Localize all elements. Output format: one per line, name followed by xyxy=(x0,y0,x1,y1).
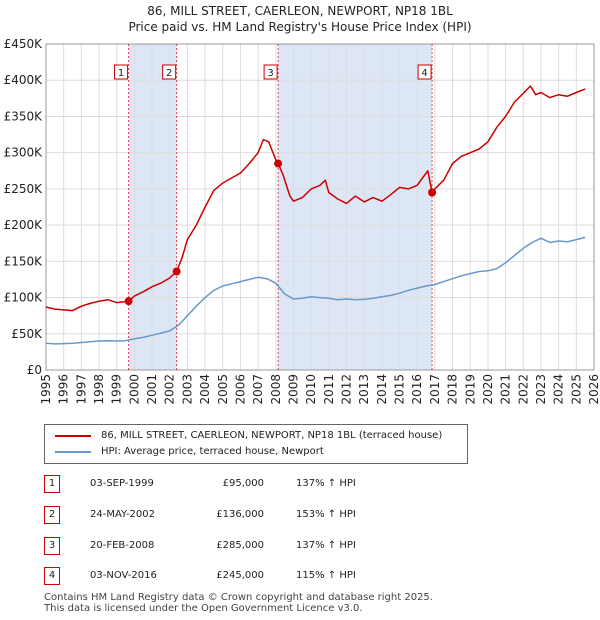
plot-border xyxy=(45,43,595,371)
sale-price: £95,000 xyxy=(222,478,264,489)
sale-date: 20-FEB-2008 xyxy=(90,540,155,551)
x-tick-label: 1995 xyxy=(39,374,53,405)
x-tick-label: 2022 xyxy=(516,374,530,405)
legend-swatch-price xyxy=(55,435,91,437)
sale-label-box xyxy=(114,64,129,80)
x-tick-label: 2023 xyxy=(534,374,548,405)
sale-label-box xyxy=(417,64,432,80)
sale-row: 2 24-MAY-2002 £136,000 153% ↑ HPI xyxy=(44,506,444,524)
x-tick-label: 2020 xyxy=(481,374,495,405)
sale-price: £285,000 xyxy=(216,540,264,551)
sale-number-badge: 3 xyxy=(44,537,60,555)
y-tick-label: £400K xyxy=(4,73,44,87)
sale-point xyxy=(172,267,181,276)
x-tick-label: 2006 xyxy=(233,374,247,405)
y-tick-label: £100K xyxy=(4,291,44,305)
x-tick-label: 2024 xyxy=(552,374,566,405)
sale-label-box xyxy=(162,64,177,80)
sale-number-badge: 1 xyxy=(44,475,60,493)
chart-title-line2: Price paid vs. HM Land Registry's House … xyxy=(128,20,472,34)
x-tick-label: 2012 xyxy=(340,374,354,405)
sale-price: £136,000 xyxy=(216,509,264,520)
sale-point xyxy=(274,159,283,168)
x-tick-label: 2013 xyxy=(357,374,371,405)
x-tick-label: 1999 xyxy=(110,374,124,405)
sale-label-box xyxy=(263,64,278,80)
sale-label-text: 2 xyxy=(166,68,172,79)
x-tick-label: 2001 xyxy=(145,374,159,405)
hpi-line xyxy=(45,236,586,345)
sale-price: £245,000 xyxy=(216,570,264,581)
shaded-span xyxy=(128,44,177,370)
x-tick-label: 2005 xyxy=(216,374,230,405)
sale-date: 03-NOV-2016 xyxy=(90,570,157,581)
x-tick-label: 2011 xyxy=(322,374,336,405)
chart-legend: 86, MILL STREET, CAERLEON, NEWPORT, NP18… xyxy=(44,424,468,464)
x-tick-label: 2016 xyxy=(410,374,424,405)
price-paid-line xyxy=(45,85,586,312)
chart-title-line1: 86, MILL STREET, CAERLEON, NEWPORT, NP18… xyxy=(147,4,453,18)
sale-date: 03-SEP-1999 xyxy=(90,478,154,489)
sale-date: 24-MAY-2002 xyxy=(90,509,156,520)
y-tick-label: £350K xyxy=(4,109,44,123)
y-tick-label: £0 xyxy=(27,363,42,377)
x-tick-label: 2003 xyxy=(180,374,194,405)
x-tick-label: 2010 xyxy=(304,374,318,405)
x-tick-label: 1998 xyxy=(92,374,106,405)
x-tick-label: 2026 xyxy=(587,374,600,405)
x-tick-label: 2000 xyxy=(127,374,141,405)
x-tick-label: 2019 xyxy=(463,374,477,405)
y-tick-label: £50K xyxy=(11,327,43,341)
y-tick-label: £150K xyxy=(4,254,44,268)
x-tick-label: 2014 xyxy=(375,374,389,405)
sale-label-text: 4 xyxy=(421,68,427,79)
sale-hpi-change: 137% ↑ HPI xyxy=(296,540,356,551)
legend-swatch-hpi xyxy=(55,451,91,453)
legend-label-price: 86, MILL STREET, CAERLEON, NEWPORT, NP18… xyxy=(101,430,443,441)
x-tick-label: 2004 xyxy=(198,374,212,405)
x-tick-label: 1997 xyxy=(74,374,88,405)
x-tick-label: 2007 xyxy=(251,374,265,405)
legend-item-hpi: HPI: Average price, terraced house, Newp… xyxy=(55,444,465,460)
sale-label-text: 3 xyxy=(267,68,273,79)
shaded-span xyxy=(278,44,433,370)
sale-number-badge: 2 xyxy=(44,506,60,524)
x-tick-label: 2025 xyxy=(569,374,583,405)
legend-item-price: 86, MILL STREET, CAERLEON, NEWPORT, NP18… xyxy=(55,428,465,444)
x-tick-label: 2018 xyxy=(446,374,460,405)
price-chart: £0 £50K £100K £150K £200K £250K £300K £350K £400… xyxy=(4,37,600,405)
sale-row: 4 03-NOV-2016 £245,000 115% ↑ HPI xyxy=(44,567,444,585)
x-tick-label: 1996 xyxy=(57,374,71,405)
sale-point xyxy=(428,188,437,197)
y-tick-label: £300K xyxy=(4,146,44,160)
sale-hpi-change: 115% ↑ HPI xyxy=(296,570,356,581)
legend-label-hpi: HPI: Average price, terraced house, Newp… xyxy=(101,446,324,457)
y-tick-label: £450K xyxy=(4,37,44,51)
x-tick-label: 2017 xyxy=(428,374,442,405)
y-tick-label: £250K xyxy=(4,182,44,196)
x-tick-label: 2008 xyxy=(269,374,283,405)
sale-hpi-change: 137% ↑ HPI xyxy=(296,478,356,489)
sale-row: 3 20-FEB-2008 £285,000 137% ↑ HPI xyxy=(44,537,444,555)
sale-point xyxy=(124,297,133,306)
x-tick-label: 2015 xyxy=(393,374,407,405)
sale-hpi-change: 153% ↑ HPI xyxy=(296,509,356,520)
sale-row: 1 03-SEP-1999 £95,000 137% ↑ HPI xyxy=(44,475,444,493)
footer-licence: This data is licensed under the Open Gov… xyxy=(44,603,363,614)
sale-number-badge: 4 xyxy=(44,567,60,585)
sale-label-text: 1 xyxy=(118,68,124,79)
x-tick-label: 2021 xyxy=(499,374,513,405)
y-tick-label: £200K xyxy=(4,218,44,232)
footer-copyright: Contains HM Land Registry data © Crown c… xyxy=(44,592,433,603)
x-tick-label: 2009 xyxy=(286,374,300,405)
x-tick-label: 2002 xyxy=(163,374,177,405)
